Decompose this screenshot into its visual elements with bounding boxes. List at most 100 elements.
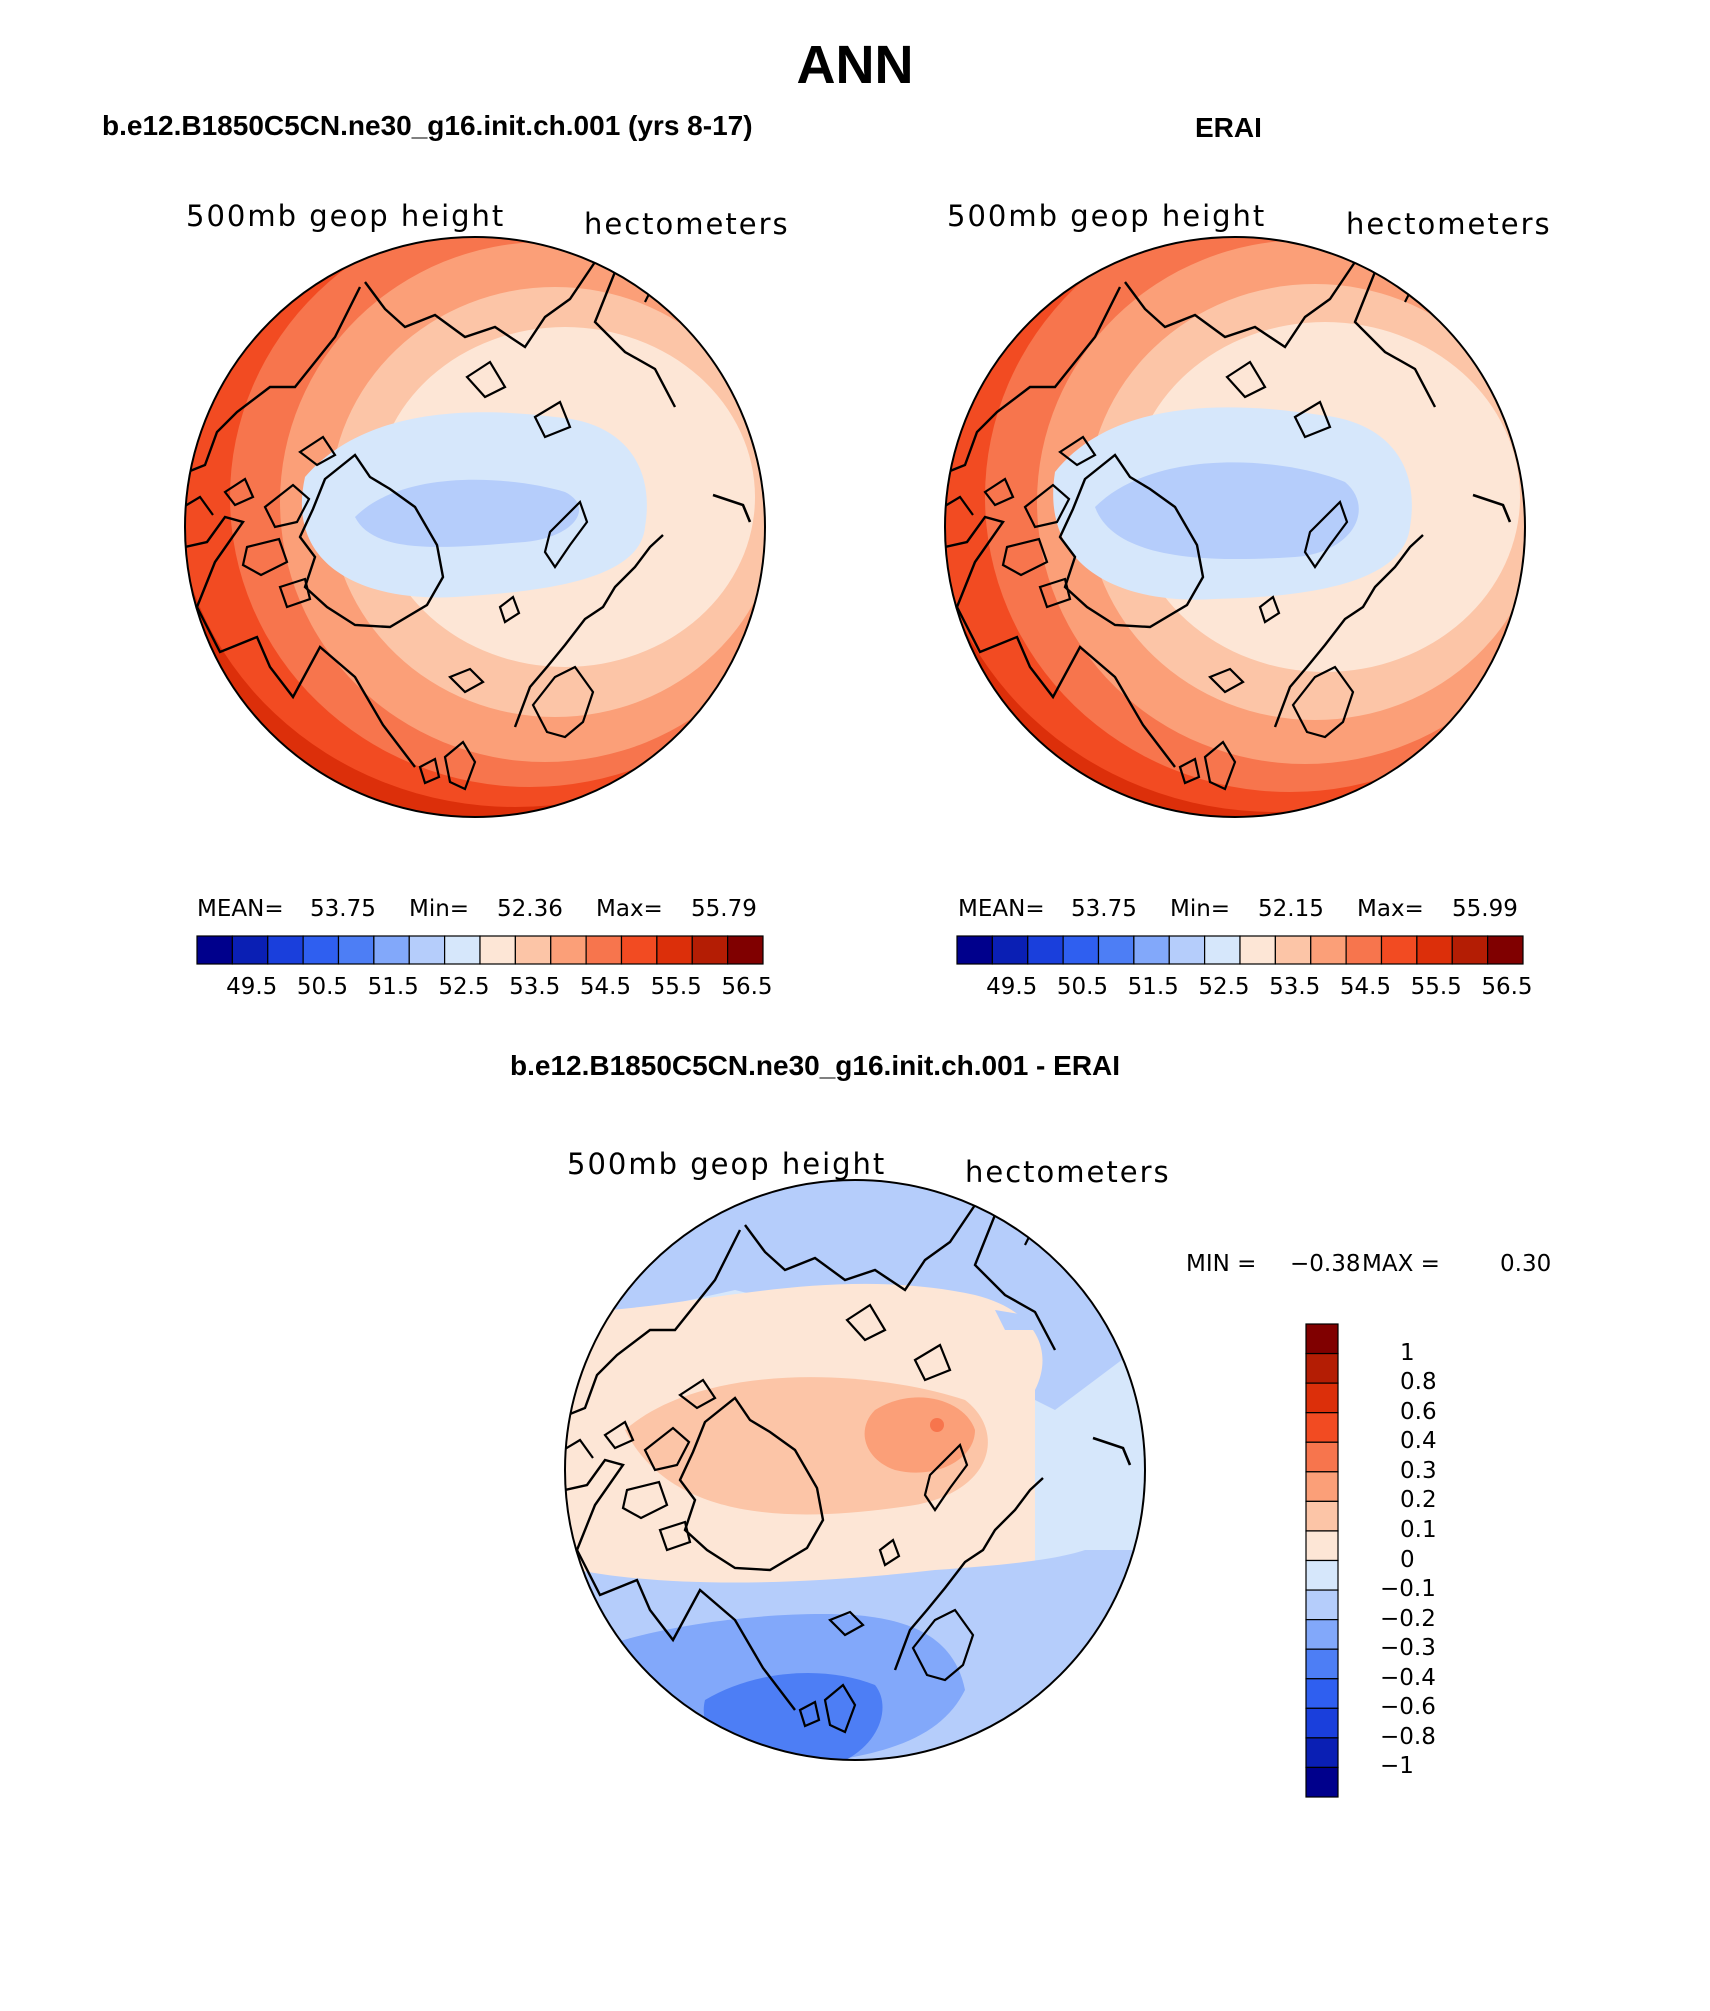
diff-colorbar-tick-label: −1: [1380, 1753, 1414, 1780]
case-polar-map: [184, 236, 766, 818]
diff-colorbar-tick-label: 0.1: [1400, 1516, 1437, 1543]
diff-colorbar-box-2: [1305, 1382, 1339, 1414]
case-colorbar-box-3: [302, 935, 340, 965]
obs-colorbar-box-14: [1451, 935, 1489, 965]
case-colorbar: [196, 935, 764, 965]
diff-colorbar-box-14: [1305, 1737, 1339, 1769]
obs-variable-label: 500mb geop height: [947, 199, 1267, 233]
diff-colorbar-box-7: [1305, 1530, 1339, 1562]
diff-colorbar-box-9: [1305, 1589, 1339, 1621]
diff-colorbar-tick-label: 0.3: [1400, 1457, 1437, 1484]
case-colorbar-box-12: [620, 935, 658, 965]
case-colorbar-box-7: [444, 935, 481, 965]
case-mean-value: 53.75: [310, 896, 376, 922]
case-min-value: 52.36: [497, 896, 563, 922]
case-colorbar-box-2: [267, 935, 304, 965]
main-title: ANN: [796, 35, 914, 95]
diff-colorbar-box-12: [1305, 1678, 1339, 1709]
obs-colorbar-tick-label: 52.5: [1198, 974, 1250, 1000]
case-colorbar-box-1: [231, 935, 269, 965]
obs-colorbar-box-2: [1027, 935, 1064, 965]
diff-colorbar-box-11: [1305, 1648, 1339, 1680]
obs-max-label: Max=: [1357, 896, 1424, 922]
obs-colorbar-box-5: [1133, 935, 1170, 965]
obs-max-value: 55.99: [1452, 896, 1518, 922]
case-colorbar-box-15: [727, 935, 764, 965]
diff-colorbar-tick-label: 1: [1400, 1339, 1415, 1366]
diff-colorbar-tick-label: 0.8: [1400, 1369, 1437, 1396]
diff-max-value: 0.30: [1500, 1251, 1552, 1277]
obs-colorbar-tick-label: 54.5: [1339, 974, 1392, 1000]
diff-max-label: MAX =: [1362, 1251, 1440, 1277]
case-colorbar-box-11: [585, 935, 623, 965]
diff-colorbar-tick-label: −0.1: [1380, 1576, 1436, 1603]
diff-colorbar-tick-label: 0.4: [1400, 1428, 1437, 1455]
obs-min-value: 52.15: [1258, 896, 1324, 922]
obs-colorbar-tick-label: 56.5: [1481, 974, 1533, 1000]
diff-colorbar-box-6: [1305, 1500, 1339, 1532]
case-colorbar-box-4: [337, 935, 375, 965]
case-units-label: hectometers: [584, 207, 790, 241]
diff-colorbar-tick-label: −0.3: [1380, 1635, 1436, 1662]
obs-mean-value: 53.75: [1071, 896, 1137, 922]
obs-colorbar-tick-label: 49.5: [986, 974, 1038, 1000]
diff-colorbar-box-3: [1305, 1412, 1339, 1443]
obs-colorbar-box-0: [956, 935, 993, 965]
obs-units-label: hectometers: [1346, 207, 1552, 241]
diff-panel-title: b.e12.B1850C5CN.ne30_g16.init.ch.001 - E…: [510, 1050, 1121, 1081]
diff-colorbar-box-0: [1305, 1323, 1339, 1355]
case-colorbar-tick-label: 50.5: [296, 974, 349, 1000]
diff-colorbar-tick-label: 0.6: [1400, 1398, 1437, 1425]
obs-polar-map: [944, 236, 1526, 818]
case-colorbar-tick-label: 51.5: [367, 974, 419, 1000]
case-colorbar-box-14: [691, 935, 729, 965]
obs-colorbar-box-10: [1310, 935, 1347, 965]
case-colorbar-box-0: [196, 935, 233, 965]
obs-colorbar-tick-label: 53.5: [1269, 974, 1321, 1000]
diff-colorbar-tick-label: 0.2: [1400, 1487, 1437, 1514]
obs-colorbar-tick-label: 55.5: [1410, 974, 1462, 1000]
obs-mean-label: MEAN=: [958, 896, 1045, 922]
diff-colorbar-tick-label: −0.6: [1380, 1694, 1436, 1721]
obs-colorbar-box-9: [1274, 935, 1312, 965]
diff-colorbar-box-15: [1305, 1766, 1339, 1798]
diff-colorbar-box-1: [1305, 1352, 1339, 1384]
diff-colorbar-tick-label: −0.2: [1380, 1605, 1436, 1632]
diff-variable-label: 500mb geop height: [567, 1147, 887, 1181]
case-colorbar-tick-label: 54.5: [579, 974, 632, 1000]
diff-colorbar-box-4: [1305, 1441, 1339, 1473]
obs-colorbar-box-6: [1168, 935, 1206, 965]
diff-colorbar-tick-label: 0: [1400, 1546, 1415, 1573]
case-max-label: Max=: [596, 896, 663, 922]
obs-colorbar-box-11: [1345, 935, 1383, 965]
case-variable-label: 500mb geop height: [186, 199, 506, 233]
case-colorbar-tick-label: 56.5: [721, 974, 773, 1000]
obs-colorbar-tick-label: 51.5: [1127, 974, 1179, 1000]
diff-colorbar-box-8: [1305, 1559, 1339, 1591]
diff-min-value: −0.38: [1290, 1251, 1361, 1277]
case-colorbar-box-5: [373, 935, 410, 965]
diff-polar-map: [564, 1179, 1146, 1761]
diff-colorbar: [1305, 1323, 1339, 1798]
case-colorbar-box-13: [656, 935, 693, 965]
obs-colorbar-box-13: [1416, 935, 1453, 965]
diff-colorbar-box-10: [1305, 1619, 1339, 1650]
diff-colorbar-tick-label: −0.8: [1380, 1723, 1436, 1750]
case-colorbar-box-8: [479, 935, 516, 965]
obs-colorbar-box-12: [1380, 935, 1418, 965]
case-colorbar-tick-label: 55.5: [650, 974, 702, 1000]
case-colorbar-box-9: [514, 935, 552, 965]
case-colorbar-tick-label: 52.5: [438, 974, 490, 1000]
obs-colorbar-box-1: [991, 935, 1029, 965]
case-min-label: Min=: [409, 896, 470, 922]
obs-panel-title: ERAI: [1195, 112, 1262, 143]
diff-colorbar-tick-label: −0.4: [1380, 1664, 1436, 1691]
diff-colorbar-box-5: [1305, 1471, 1339, 1502]
obs-colorbar-box-4: [1097, 935, 1135, 965]
obs-colorbar: [956, 935, 1524, 965]
case-colorbar-box-6: [408, 935, 446, 965]
obs-colorbar-box-3: [1062, 935, 1100, 965]
obs-min-label: Min=: [1170, 896, 1231, 922]
diff-units-label: hectometers: [965, 1155, 1171, 1189]
